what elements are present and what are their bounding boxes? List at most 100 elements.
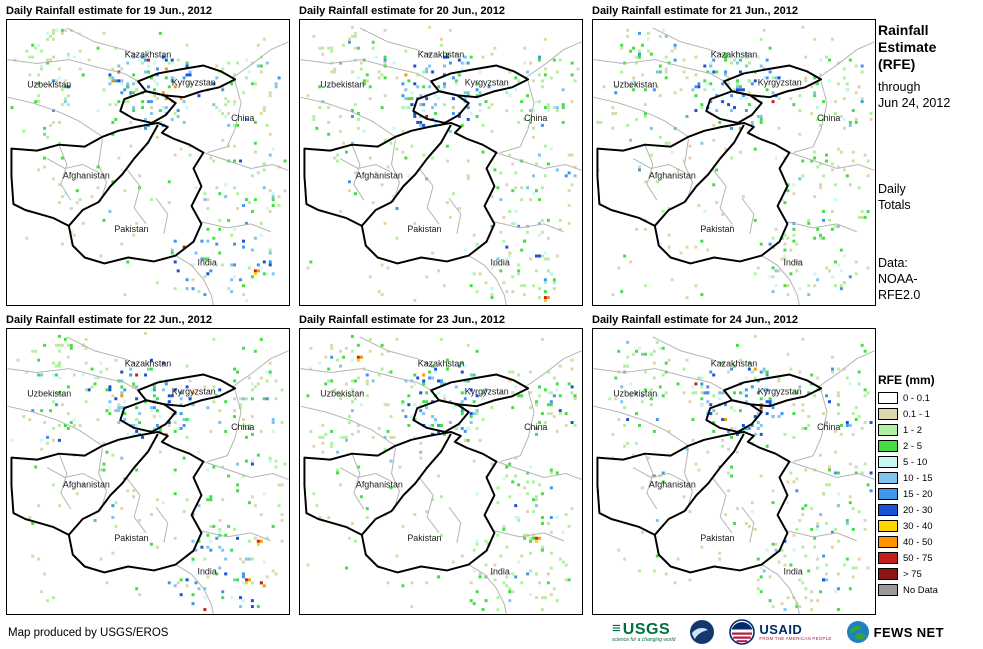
legend-item: 0.1 - 1 <box>878 408 980 420</box>
legend-label: 10 - 15 <box>903 472 933 484</box>
usgs-logo: ≡ USGS science for a changing world <box>612 620 675 643</box>
legend-label: 50 - 75 <box>903 552 933 564</box>
rainfall-map: Kazakhstan Uzbekistan Kyrgyzstan China A… <box>299 19 583 306</box>
admin-boundaries-thin <box>7 27 289 305</box>
title-line: (RFE) <box>878 56 916 72</box>
rainfall-map-panel: Daily Rainfall estimate for 24 Jun., 201… <box>592 313 876 615</box>
legend-swatch <box>878 520 898 532</box>
label-kyrgyzstan: Kyrgyzstan <box>172 386 216 396</box>
map-canvas: Kazakhstan Uzbekistan Kyrgyzstan China A… <box>593 334 875 614</box>
text-line: NOAA- <box>878 272 918 286</box>
panel-title: Daily Rainfall estimate for 20 Jun., 201… <box>299 5 506 17</box>
rainfall-map-panel: Daily Rainfall estimate for 20 Jun., 201… <box>299 4 583 306</box>
admin-boundaries-thin <box>593 336 875 614</box>
label-kyrgyzstan: Kyrgyzstan <box>758 77 802 87</box>
label-afghanistan: Afghanistan <box>649 170 696 180</box>
label-china: China <box>524 422 547 432</box>
rainfall-map: Kazakhstan Uzbekistan Kyrgyzstan China A… <box>592 328 876 615</box>
usgs-wordmark: USGS <box>622 620 671 638</box>
legend-label: 0 - 0.1 <box>903 392 930 404</box>
legend-item: 20 - 30 <box>878 504 980 516</box>
label-kazakhstan: Kazakhstan <box>418 359 465 369</box>
noaa-icon <box>690 620 715 644</box>
label-afghanistan: Afghanistan <box>63 170 110 180</box>
panel-title: Daily Rainfall estimate for 21 Jun., 201… <box>592 5 799 17</box>
legend-label: 40 - 50 <box>903 536 933 548</box>
legend-label: 5 - 10 <box>903 456 928 468</box>
label-pakistan: Pakistan <box>407 533 441 543</box>
label-india: India <box>197 566 216 576</box>
label-pakistan: Pakistan <box>700 533 734 543</box>
sidebar: Rainfall Estimate (RFE) through Jun 24, … <box>878 22 980 600</box>
rainfall-cells <box>306 334 577 612</box>
legend-label: 30 - 40 <box>903 520 933 532</box>
map-canvas: Kazakhstan Uzbekistan Kyrgyzstan China A… <box>300 334 582 614</box>
label-pakistan: Pakistan <box>407 224 441 234</box>
legend-swatch <box>878 440 898 452</box>
legend-item: 1 - 2 <box>878 424 980 436</box>
rainfall-cells <box>596 334 873 612</box>
label-uzbekistan: Uzbekistan <box>27 79 71 89</box>
label-china: China <box>231 113 254 123</box>
label-kazakhstan: Kazakhstan <box>711 359 758 369</box>
legend-label: > 75 <box>903 568 922 580</box>
legend-swatch <box>878 488 898 500</box>
label-india: India <box>783 566 802 576</box>
legend-item: 50 - 75 <box>878 552 980 564</box>
legend-swatch <box>878 472 898 484</box>
rainfall-map: Kazakhstan Uzbekistan Kyrgyzstan China A… <box>592 19 876 306</box>
country-borders-thick <box>303 373 530 574</box>
legend-swatch <box>878 504 898 516</box>
label-afghanistan: Afghanistan <box>63 479 110 489</box>
legend-item: 30 - 40 <box>878 520 980 532</box>
country-borders-thick <box>10 64 237 265</box>
fewsnet-globe-icon <box>846 621 869 643</box>
text-line: Data: <box>878 256 908 270</box>
legend-label: 0.1 - 1 <box>903 408 930 420</box>
label-kyrgyzstan: Kyrgyzstan <box>465 77 509 87</box>
country-labels: Kazakhstan Uzbekistan Kyrgyzstan China A… <box>613 50 840 268</box>
legend-swatch <box>878 392 898 404</box>
noaa-logo <box>689 619 715 645</box>
label-uzbekistan: Uzbekistan <box>320 388 364 398</box>
country-borders-thick <box>596 64 823 265</box>
label-india: India <box>490 257 509 267</box>
label-kazakhstan: Kazakhstan <box>418 50 465 60</box>
map-canvas: Kazakhstan Uzbekistan Kyrgyzstan China A… <box>7 27 289 305</box>
label-uzbekistan: Uzbekistan <box>27 388 71 398</box>
legend-item: 2 - 5 <box>878 440 980 452</box>
map-canvas: Kazakhstan Uzbekistan Kyrgyzstan China A… <box>593 25 875 305</box>
map-canvas: Kazakhstan Uzbekistan Kyrgyzstan China A… <box>300 25 582 305</box>
label-pakistan: Pakistan <box>700 224 734 234</box>
sidebar-through-date: through Jun 24, 2012 <box>878 79 980 111</box>
legend-label: No Data <box>903 584 938 596</box>
title-line: Estimate <box>878 39 937 55</box>
footer-logos: ≡ USGS science for a changing world USAI… <box>612 616 944 648</box>
legend-swatch <box>878 552 898 564</box>
country-labels: Kazakhstan Uzbekistan Kyrgyzstan China A… <box>613 359 840 577</box>
label-uzbekistan: Uzbekistan <box>613 79 657 89</box>
label-kazakhstan: Kazakhstan <box>711 50 758 60</box>
legend-label: 20 - 30 <box>903 504 933 516</box>
admin-boundaries-thin <box>7 336 289 614</box>
rainfall-map: Kazakhstan Uzbekistan Kyrgyzstan China A… <box>299 328 583 615</box>
label-kyrgyzstan: Kyrgyzstan <box>758 386 802 396</box>
usaid-wordmark: USAID <box>759 621 803 637</box>
legend-swatch <box>878 584 898 596</box>
country-borders-thick <box>303 64 530 265</box>
label-china: China <box>524 113 547 123</box>
rainfall-map: Kazakhstan Uzbekistan Kyrgyzstan China A… <box>6 19 290 306</box>
usaid-roundel-icon <box>729 619 756 645</box>
usaid-tagline: FROM THE AMERICAN PEOPLE <box>759 635 832 641</box>
rainfall-cells <box>10 28 287 303</box>
country-labels: Kazakhstan Uzbekistan Kyrgyzstan China A… <box>27 359 254 577</box>
map-canvas: Kazakhstan Uzbekistan Kyrgyzstan China A… <box>7 331 289 614</box>
map-credit: Map produced by USGS/EROS <box>8 627 169 639</box>
fewsnet-wordmark: FEWS NET <box>873 624 944 640</box>
label-india: India <box>783 257 802 267</box>
label-china: China <box>817 422 840 432</box>
text-line: Totals <box>878 198 911 212</box>
fewsnet-logo: FEWS NET <box>846 620 944 644</box>
label-china: China <box>817 113 840 123</box>
legend-item: 5 - 10 <box>878 456 980 468</box>
